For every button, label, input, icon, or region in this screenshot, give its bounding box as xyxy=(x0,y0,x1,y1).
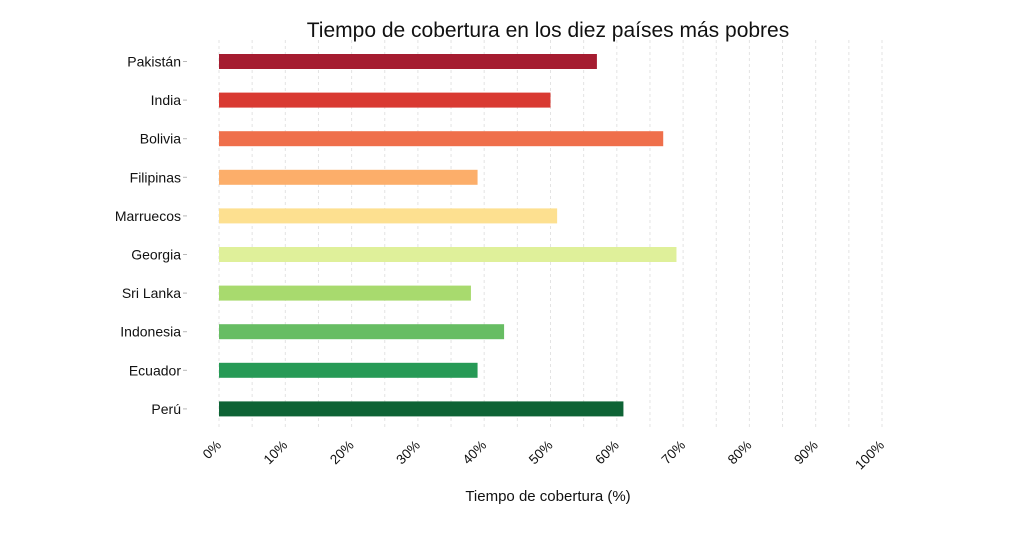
x-tick-label: 40% xyxy=(460,438,490,468)
x-tick-label: 70% xyxy=(659,438,689,468)
bar xyxy=(219,247,677,262)
category-label: Marruecos xyxy=(115,208,181,224)
category-label: Filipinas xyxy=(130,169,181,185)
category-labels: Pakistán India Bolivia Filipinas Marruecos Ge… xyxy=(115,54,187,417)
category-label: Ecuador xyxy=(129,362,181,378)
category-label: Sri Lanka xyxy=(122,285,181,301)
x-tick-label: 30% xyxy=(393,438,423,468)
bar xyxy=(219,401,624,417)
x-tick-label: 10% xyxy=(261,438,291,468)
bar xyxy=(219,208,558,224)
bar xyxy=(219,285,471,301)
x-axis-title: Tiempo de cobertura (%) xyxy=(465,488,630,505)
x-tick-label: 60% xyxy=(592,438,622,468)
bar xyxy=(219,92,551,108)
bar xyxy=(219,131,664,147)
x-tick-label: 0% xyxy=(200,438,224,462)
bar xyxy=(219,362,478,378)
x-tick-label: 80% xyxy=(725,438,755,468)
category-label: India xyxy=(151,92,182,108)
category-label: Indonesia xyxy=(120,324,181,340)
chart-title: Tiempo de cobertura en los diez países m… xyxy=(307,19,789,42)
category-label: Pakistán xyxy=(127,54,181,70)
bars xyxy=(219,54,677,417)
x-tick-labels: 0% 10% 20% 30% 40% 50% 60% 70% 80% 90% 100% xyxy=(200,438,887,473)
bar xyxy=(219,169,478,185)
category-label: Perú xyxy=(151,401,181,417)
x-tick-label: 100% xyxy=(852,438,887,473)
x-tick-label: 20% xyxy=(327,438,357,468)
category-label: Bolivia xyxy=(140,131,181,147)
category-label: Georgia xyxy=(131,247,181,263)
x-tick-label: 50% xyxy=(526,438,556,468)
x-tick-label: 90% xyxy=(791,438,821,468)
bar xyxy=(219,324,505,340)
bar xyxy=(219,54,597,69)
